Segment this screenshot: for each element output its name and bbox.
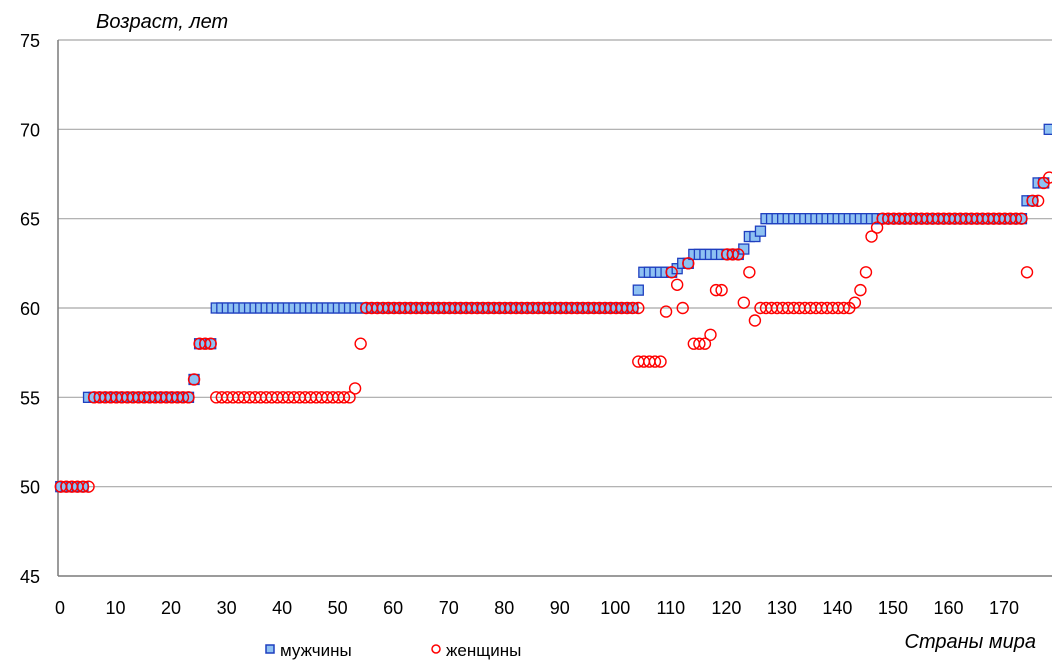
y-tick-labels: 45 50 55 60 65 70 75 [20, 31, 40, 587]
data-point-male [754, 225, 767, 237]
x-tick-labels: 0 10 20 30 40 50 60 70 80 90 100 110 120 130 140 150 160… [55, 598, 1019, 618]
data-point-female [187, 373, 201, 386]
x-tick-label: 130 [767, 598, 797, 618]
data-point-female [626, 301, 639, 315]
x-tick-label: 100 [600, 598, 630, 618]
x-tick-label: 80 [494, 598, 514, 618]
data-point-female [1009, 212, 1023, 225]
y-tick-label: 55 [20, 388, 40, 408]
x-tick-label: 20 [161, 598, 181, 618]
x-tick-label: 150 [878, 598, 908, 618]
gridlines [58, 39, 1052, 488]
data-point-female [859, 266, 873, 279]
data-point-female [676, 301, 689, 315]
data-point-female [632, 301, 645, 315]
x-tick-label: 90 [550, 598, 570, 618]
data-point-female [1031, 194, 1045, 208]
data-point-female [648, 355, 662, 368]
x-tick-label: 10 [106, 598, 126, 618]
x-tick-label: 120 [711, 598, 741, 618]
x-axis-title: Страны мира [905, 631, 1036, 653]
data-point-female [1020, 266, 1034, 279]
x-tick-label: 170 [989, 598, 1019, 618]
data-point-female [737, 296, 751, 309]
data-point-female [748, 314, 762, 327]
data-point-female [682, 257, 695, 270]
data-point-female [698, 337, 712, 350]
x-tick-label: 160 [933, 598, 963, 618]
data-point-female [204, 337, 217, 350]
y-tick-label: 45 [20, 567, 40, 587]
data-point-female [659, 305, 673, 318]
x-tick-label: 140 [822, 598, 852, 618]
x-tick-label: 0 [55, 598, 65, 618]
data-point-female [665, 266, 678, 279]
y-tick-label: 75 [20, 31, 40, 51]
y-tick-label: 70 [20, 120, 40, 140]
x-tick-label: 110 [656, 598, 685, 618]
data-point-female [670, 278, 684, 291]
legend: мужчины женщины [265, 641, 521, 660]
data-point-male [632, 284, 644, 296]
data-point-female [76, 480, 90, 493]
y-axis-title: Возраст, лет [96, 11, 228, 33]
data-point-female [176, 391, 190, 404]
data-point-female [354, 337, 367, 350]
data-point-female [854, 283, 867, 297]
legend-female-marker [431, 644, 441, 654]
data-point-female [654, 355, 667, 368]
data-point-female [865, 230, 878, 243]
x-tick-label: 30 [217, 598, 237, 618]
data-point-female [343, 391, 356, 404]
data-point-female [743, 266, 756, 279]
x-tick-label: 60 [383, 598, 403, 618]
data-point-female [1043, 171, 1052, 184]
y-tick-label: 60 [20, 299, 40, 319]
x-tick-label: 50 [328, 598, 348, 618]
data-point-female [1015, 212, 1028, 225]
data-point-female [1026, 194, 1039, 208]
legend-male-label: мужчины [280, 641, 352, 660]
series-female-points [54, 171, 1052, 493]
data-point-female [693, 337, 706, 350]
data-point-female [337, 391, 351, 404]
data-point-female [726, 248, 739, 261]
y-tick-label: 65 [20, 210, 40, 230]
data-point-female [709, 283, 723, 297]
legend-female-label: женщины [446, 641, 521, 660]
data-point-female [715, 283, 728, 297]
data-point-female [732, 248, 745, 261]
y-tick-label: 50 [20, 478, 40, 498]
data-point-female [848, 296, 862, 309]
data-point-female [348, 382, 362, 395]
data-point-female [837, 301, 850, 315]
data-point-female [870, 221, 884, 234]
data-point-female [82, 480, 95, 493]
x-tick-label: 70 [439, 598, 459, 618]
data-point-female [198, 337, 212, 350]
data-point-female [182, 391, 195, 404]
data-point-male [1043, 123, 1052, 135]
legend-male-marker [265, 644, 275, 654]
data-point-female [704, 328, 717, 341]
x-tick-label: 40 [272, 598, 292, 618]
